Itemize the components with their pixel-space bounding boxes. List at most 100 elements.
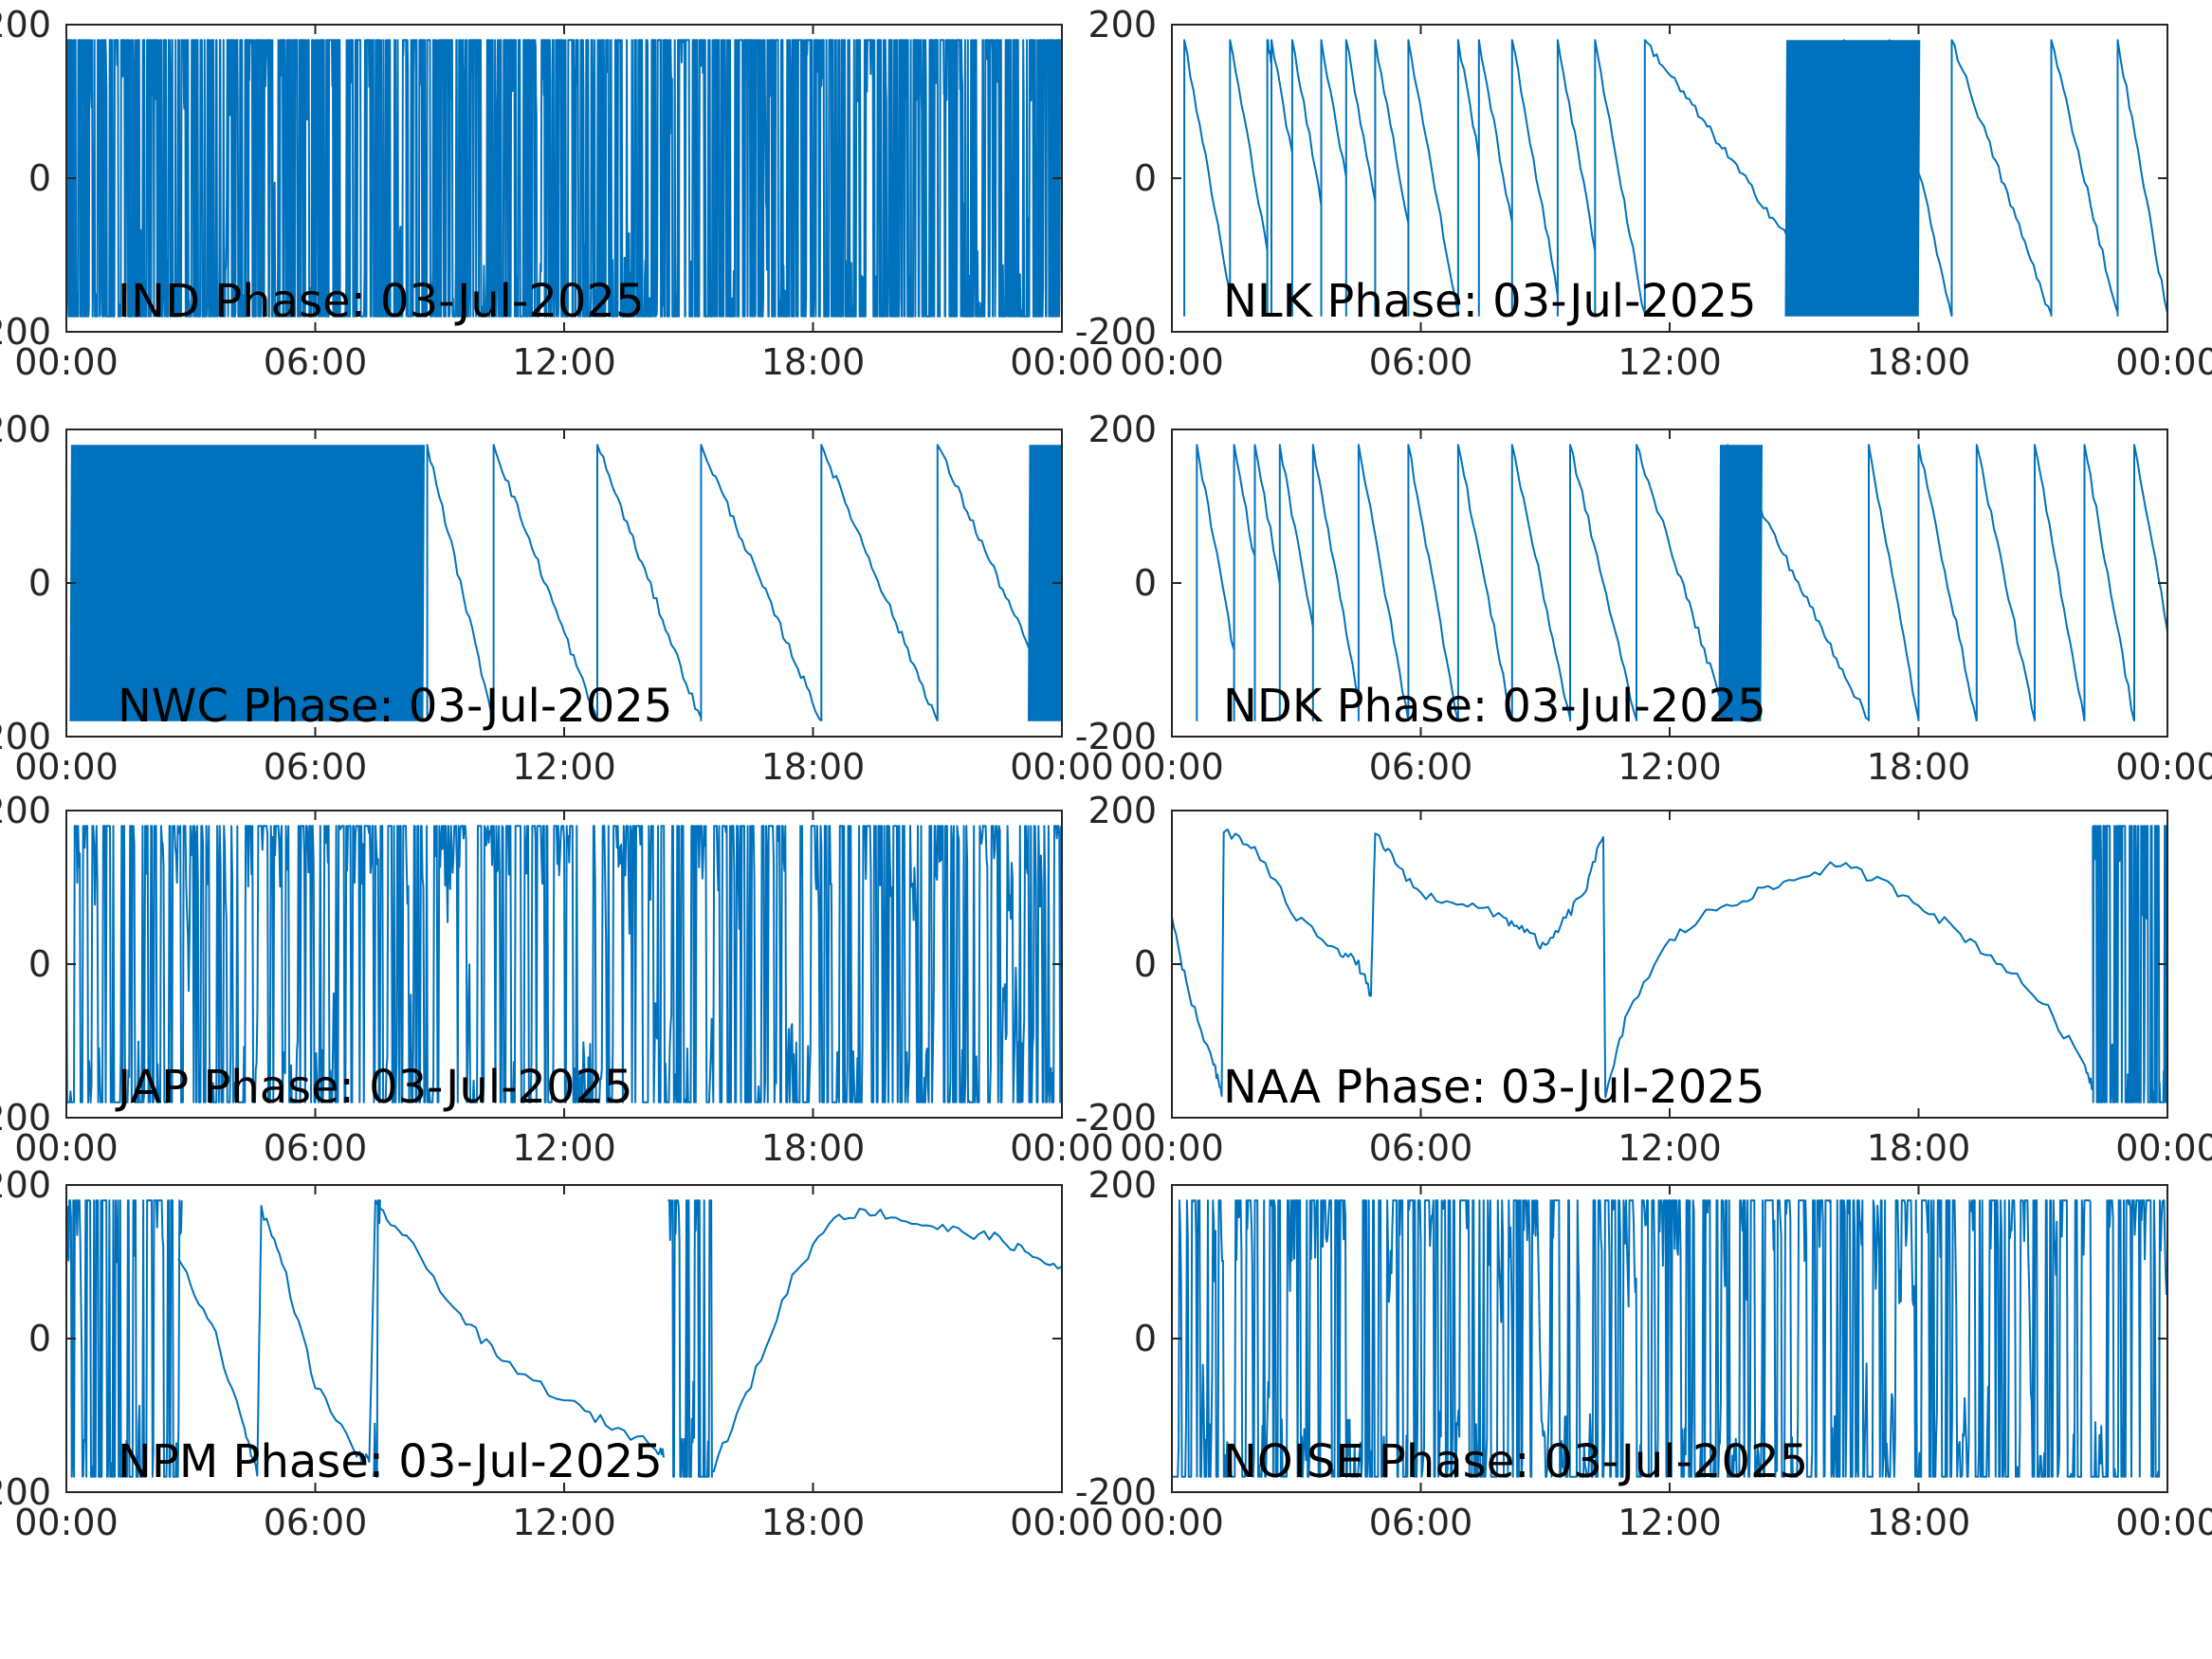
series-line-0 (1172, 828, 2094, 1099)
x-tick-label: 06:00 (264, 746, 368, 788)
plot-area (66, 825, 1062, 1103)
plot-area (1183, 39, 2167, 318)
x-tick-label: 12:00 (512, 1502, 616, 1543)
y-tick-label: 200 (1088, 4, 1157, 46)
x-tick-label: 06:00 (264, 341, 368, 383)
panel-title: JAP Phase: 03-Jul-2025 (115, 1061, 633, 1114)
y-tick-label: -200 (1075, 311, 1157, 353)
y-tick-label: 200 (0, 1164, 51, 1206)
x-tick-label: 12:00 (512, 341, 616, 383)
x-tick-label: 18:00 (1867, 1127, 1971, 1169)
y-tick-label: 0 (28, 943, 51, 985)
y-tick-label: 200 (1088, 1164, 1157, 1206)
x-tick-label: 12:00 (1618, 1502, 1722, 1543)
y-tick-label: 0 (1134, 157, 1157, 199)
series-line-0 (66, 825, 1062, 1103)
panel-title: IND Phase: 03-Jul-2025 (118, 275, 645, 328)
x-tick-label: 00:00 (2115, 1502, 2212, 1543)
series-line-0 (69, 444, 1062, 722)
y-tick-label: 200 (0, 4, 51, 46)
x-tick-label: 00:00 (14, 1502, 119, 1543)
x-tick-label: 06:00 (1369, 341, 1473, 383)
x-tick-label: 00:00 (2115, 746, 2212, 788)
x-tick-label: 06:00 (264, 1127, 368, 1169)
x-tick-label: 18:00 (1867, 1502, 1971, 1543)
y-tick-label: 0 (1134, 943, 1157, 985)
y-tick-label: 0 (28, 1318, 51, 1359)
panel-title: NAA Phase: 03-Jul-2025 (1223, 1061, 1764, 1114)
x-tick-label: 06:00 (1369, 746, 1473, 788)
x-tick-label: 00:00 (14, 1127, 119, 1169)
panel-title: NPM Phase: 03-Jul-2025 (118, 1435, 663, 1488)
x-tick-label: 18:00 (761, 746, 866, 788)
series-line-1 (712, 1208, 1062, 1473)
x-tick-label: 06:00 (264, 1502, 368, 1543)
x-tick-label: 00:00 (1010, 341, 1114, 383)
x-tick-label: 12:00 (1618, 1127, 1722, 1169)
x-tick-label: 18:00 (761, 1127, 866, 1169)
x-tick-label: 00:00 (2115, 1127, 2212, 1169)
x-tick-label: 18:00 (761, 1502, 866, 1543)
x-tick-label: 00:00 (14, 746, 119, 788)
x-tick-label: 06:00 (1369, 1502, 1473, 1543)
x-tick-label: 18:00 (1867, 746, 1971, 788)
x-tick-label: 00:00 (1010, 1127, 1114, 1169)
x-tick-label: 12:00 (512, 1127, 616, 1169)
y-tick-label: 0 (28, 562, 51, 604)
x-tick-label: 00:00 (1120, 1502, 1224, 1543)
y-tick-label: -200 (0, 1097, 51, 1139)
y-tick-label: 200 (0, 790, 51, 831)
x-tick-label: 12:00 (1618, 746, 1722, 788)
series-line-0 (1183, 39, 2167, 318)
x-tick-label: 18:00 (1867, 341, 1971, 383)
y-tick-label: 0 (1134, 562, 1157, 604)
x-tick-label: 00:00 (1010, 1502, 1114, 1543)
y-tick-label: 200 (0, 409, 51, 450)
x-tick-label: 00:00 (1010, 746, 1114, 788)
x-tick-label: 18:00 (761, 341, 866, 383)
series-line-0 (1196, 444, 2167, 722)
panel-title: NLK Phase: 03-Jul-2025 (1223, 275, 1757, 328)
y-tick-label: 0 (28, 157, 51, 199)
x-tick-label: 00:00 (1120, 746, 1224, 788)
panel-title: NOISE Phase: 03-Jul-2025 (1223, 1435, 1808, 1488)
x-tick-label: 00:00 (1120, 341, 1224, 383)
series-line-0 (177, 1199, 665, 1477)
y-tick-label: -200 (1075, 1097, 1157, 1139)
plot-area (66, 1199, 1062, 1478)
series-line-1 (2092, 825, 2167, 1103)
x-tick-label: 00:00 (2115, 341, 2212, 383)
series-line-2 (66, 1199, 713, 1478)
plot-area (69, 444, 1062, 722)
panel-title: NDK Phase: 03-Jul-2025 (1223, 680, 1766, 733)
y-tick-label: -200 (0, 1471, 51, 1513)
y-tick-label: 0 (1134, 1318, 1157, 1359)
y-tick-label: -200 (0, 311, 51, 353)
x-tick-label: 00:00 (14, 341, 119, 383)
series-line-0 (1172, 1199, 2167, 1478)
y-tick-label: 200 (1088, 790, 1157, 831)
x-tick-label: 12:00 (1618, 341, 1722, 383)
y-tick-label: -200 (0, 716, 51, 757)
y-tick-label: 200 (1088, 409, 1157, 450)
x-tick-label: 00:00 (1120, 1127, 1224, 1169)
plot-area (66, 39, 1062, 318)
x-tick-label: 06:00 (1369, 1127, 1473, 1169)
plot-area (1172, 825, 2167, 1103)
y-tick-label: -200 (1075, 1471, 1157, 1513)
plot-area (1172, 1199, 2167, 1478)
panel-title: NWC Phase: 03-Jul-2025 (118, 680, 672, 733)
y-tick-label: -200 (1075, 716, 1157, 757)
series-line-0 (66, 39, 1062, 318)
plot-area (1196, 444, 2167, 722)
x-tick-label: 12:00 (512, 746, 616, 788)
